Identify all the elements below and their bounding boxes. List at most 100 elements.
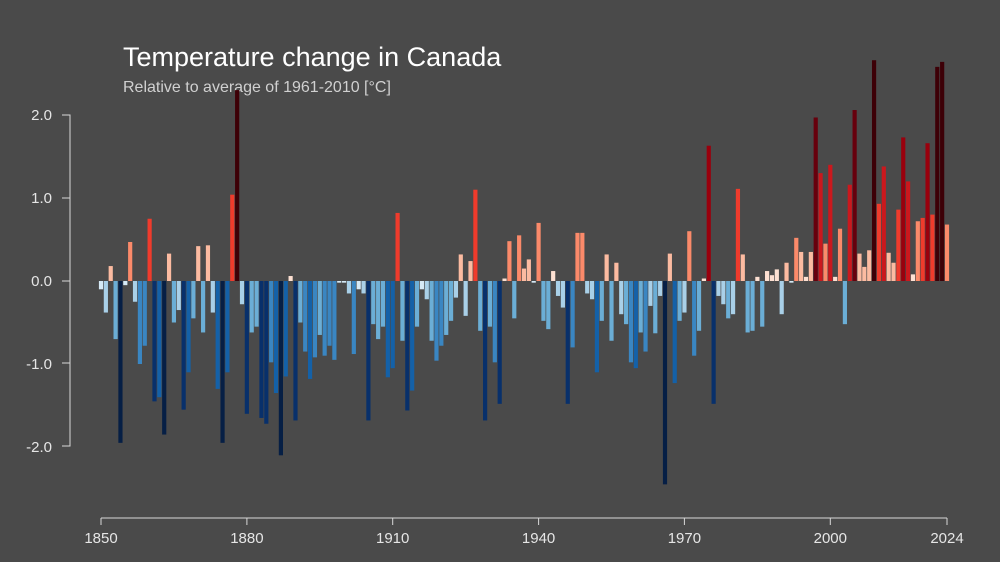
- bar-1897: [327, 281, 332, 346]
- bar-1886: [273, 281, 279, 394]
- bar-1939: [531, 281, 536, 283]
- bar-2005: [852, 110, 857, 282]
- bar-1952: [594, 281, 600, 373]
- bar-1914: [410, 281, 415, 391]
- bar-1916: [419, 281, 424, 290]
- y-axis-labels: 2.0 1.0 0.0 -1.0 -2.0: [26, 107, 52, 456]
- bar-1863: [162, 281, 167, 435]
- bar-1966: [662, 281, 668, 485]
- bar-1909: [385, 281, 390, 378]
- bar-2003: [842, 281, 847, 325]
- bar-2011: [881, 166, 886, 281]
- bar-1864: [166, 253, 172, 281]
- bar-2008: [867, 250, 872, 281]
- bar-1921: [444, 281, 449, 335]
- bar-1880: [244, 281, 249, 414]
- bar-2007: [862, 266, 867, 281]
- bar-1998: [818, 173, 823, 281]
- bar-1992: [789, 281, 794, 283]
- bar-2009: [871, 60, 877, 281]
- bar-1932: [497, 281, 502, 404]
- bar-1858: [137, 281, 142, 364]
- bar-1989: [774, 269, 779, 281]
- bar-1999: [823, 243, 828, 281]
- bar-2000: [828, 164, 833, 281]
- bar-1919: [434, 281, 439, 361]
- bar-1881: [249, 281, 254, 333]
- bar-1940: [536, 222, 541, 281]
- bar-1924: [458, 254, 463, 281]
- bar-1971: [687, 231, 692, 281]
- bar-1901: [346, 281, 352, 294]
- bar-1866: [176, 281, 181, 311]
- bar-1972: [692, 281, 697, 356]
- bar-1959: [628, 281, 634, 363]
- bar-1911: [395, 212, 400, 281]
- bar-1965: [658, 281, 663, 296]
- bar-1994: [799, 251, 804, 281]
- y-axis-line: [62, 114, 71, 447]
- bar-1892: [303, 281, 308, 352]
- bar-1963: [648, 281, 653, 306]
- bar-2002: [837, 228, 843, 281]
- bar-1941: [541, 281, 546, 321]
- bar-2015: [901, 137, 906, 281]
- x-tick-label: 2024: [930, 530, 963, 547]
- bar-1854: [118, 281, 123, 443]
- bar-1944: [555, 281, 561, 296]
- bar-1882: [254, 281, 259, 327]
- bar-1951: [589, 281, 595, 300]
- bar-1922: [448, 281, 454, 321]
- bar-1988: [769, 275, 775, 281]
- x-tick-label: 1910: [376, 530, 409, 547]
- bar-1983: [745, 281, 750, 333]
- bar-2010: [876, 203, 882, 281]
- bar-1955: [609, 281, 614, 341]
- bar-1962: [643, 281, 648, 352]
- bar-1907: [376, 281, 381, 340]
- bar-1938: [526, 259, 531, 281]
- y-tick-label: -2.0: [26, 439, 52, 456]
- bar-1860: [147, 218, 152, 281]
- bar-2013: [891, 262, 896, 281]
- bar-1910: [390, 281, 395, 369]
- x-tick-label: 2000: [814, 530, 847, 547]
- bar-1867: [181, 281, 186, 410]
- bar-1871: [201, 281, 206, 333]
- bar-1896: [322, 281, 327, 356]
- bar-1891: [298, 281, 303, 323]
- bar-1995: [803, 276, 809, 281]
- bar-1980: [730, 281, 736, 315]
- bar-1870: [196, 246, 201, 281]
- bar-1947: [570, 281, 575, 348]
- bar-1850: [98, 281, 104, 290]
- x-tick-label: 1850: [84, 530, 117, 547]
- bar-1997: [813, 117, 818, 282]
- bar-2024: [944, 224, 950, 281]
- bar-1930: [487, 281, 493, 327]
- bar-1856: [128, 241, 133, 281]
- bar-1928: [478, 281, 483, 331]
- bar-1929: [483, 281, 488, 421]
- bar-1903: [356, 281, 361, 290]
- bar-1958: [624, 281, 629, 325]
- y-tick-label: -1.0: [26, 356, 52, 373]
- bar-1976: [711, 281, 716, 404]
- bar-2012: [886, 252, 891, 281]
- bar-1986: [760, 281, 765, 327]
- bars-group: [98, 60, 950, 485]
- bar-1857: [132, 281, 138, 302]
- bar-1851: [103, 281, 108, 313]
- bar-1889: [288, 276, 293, 281]
- bar-1913: [405, 281, 410, 411]
- bar-2006: [857, 253, 862, 281]
- bar-1978: [721, 281, 726, 305]
- bar-1876: [225, 281, 230, 373]
- bar-1926: [468, 261, 473, 281]
- bar-2019: [920, 217, 925, 281]
- bar-1923: [453, 281, 459, 298]
- bar-1956: [614, 262, 619, 281]
- bar-1933: [502, 278, 507, 281]
- bar-1960: [633, 281, 638, 369]
